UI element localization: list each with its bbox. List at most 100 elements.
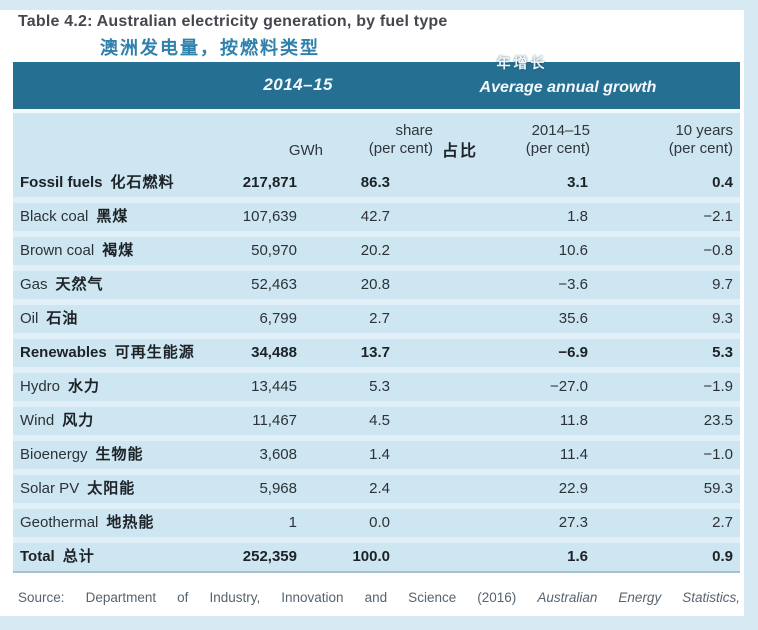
fuel-name-en: Renewables bbox=[20, 344, 107, 361]
column-header-growth-10-years: 10 years (per cent) bbox=[583, 122, 733, 158]
fuel-label: Geothermal 地热能 bbox=[20, 509, 154, 537]
column-header-share-line2: (per cent) bbox=[368, 140, 433, 157]
fuel-name-en: Hydro bbox=[20, 378, 61, 395]
column-header-share-chinese: 占比 bbox=[442, 143, 479, 160]
cell-share: 42.7 bbox=[360, 208, 390, 225]
column-header-share-line1: share bbox=[395, 122, 433, 139]
column-header-growth2-line1: 10 years bbox=[675, 122, 733, 139]
fuel-name-en: Fossil fuels bbox=[20, 174, 103, 191]
header-period-label: 2014–15 bbox=[263, 75, 333, 94]
cell-growth-10y: 0.4 bbox=[712, 174, 733, 191]
column-header-growth1-line2: (per cent) bbox=[525, 140, 590, 157]
fuel-name-zh: 可再生能源 bbox=[114, 344, 195, 361]
header-growth-label-chinese: 年增长 bbox=[496, 55, 548, 71]
fuel-name-en: Brown coal bbox=[20, 242, 95, 259]
fuel-name-zh: 黑煤 bbox=[96, 208, 129, 225]
column-header-row: GWh share (per cent) 占比 2014–15 (per cen… bbox=[13, 113, 740, 169]
cell-growth-10y: 0.9 bbox=[712, 548, 733, 565]
cell-share: 20.8 bbox=[360, 276, 390, 293]
cell-share: 20.2 bbox=[360, 242, 390, 259]
cell-growth-1y: 3.1 bbox=[567, 174, 588, 191]
table-row: Renewables 可再生能源 34,488 13.7 −6.9 5.3 bbox=[13, 339, 740, 367]
fuel-name-zh: 褐煤 bbox=[102, 242, 135, 259]
cell-growth-10y: 2.7 bbox=[712, 514, 733, 531]
fuel-label: Black coal 黑煤 bbox=[20, 203, 128, 231]
column-header-gwh: GWh bbox=[288, 142, 323, 159]
cell-growth-10y: −1.0 bbox=[703, 446, 733, 463]
fuel-name-zh: 天然气 bbox=[55, 276, 104, 293]
table-row: Wind 风力 11,467 4.5 11.8 23.5 bbox=[13, 407, 740, 435]
fuel-name-zh: 总计 bbox=[62, 548, 95, 565]
cell-growth-1y: 27.3 bbox=[558, 514, 588, 531]
cell-gwh: 6,799 bbox=[259, 310, 297, 327]
table-row: Bioenergy 生物能 3,608 1.4 11.4 −1.0 bbox=[13, 441, 740, 469]
cell-share: 13.7 bbox=[360, 344, 390, 361]
fuel-label: Fossil fuels 化石燃料 bbox=[20, 169, 175, 197]
table-row: Oil 石油 6,799 2.7 35.6 9.3 bbox=[13, 305, 740, 333]
cell-gwh: 3,608 bbox=[259, 446, 297, 463]
fuel-name-zh: 地热能 bbox=[106, 514, 155, 531]
cell-growth-1y: −27.0 bbox=[550, 378, 588, 395]
cell-growth-1y: 1.8 bbox=[567, 208, 588, 225]
cell-growth-1y: −6.9 bbox=[558, 344, 588, 361]
column-header-growth2-line2: (per cent) bbox=[668, 140, 733, 157]
fuel-label: Gas 天然气 bbox=[20, 271, 104, 299]
fuel-name-en: Gas bbox=[20, 276, 48, 293]
fuel-name-zh: 化石燃料 bbox=[110, 174, 175, 191]
fuel-name-zh: 风力 bbox=[62, 412, 95, 429]
table-row: Gas 天然气 52,463 20.8 −3.6 9.7 bbox=[13, 271, 740, 299]
table-row: Fossil fuels 化石燃料 217,871 86.3 3.1 0.4 bbox=[13, 169, 740, 197]
column-header-growth1-line1: 2014–15 bbox=[531, 122, 590, 139]
table-row: Black coal 黑煤 107,639 42.7 1.8 −2.1 bbox=[13, 203, 740, 231]
source-text: Source: Department of Industry, Innovati… bbox=[18, 590, 538, 605]
table-row: Total 总计 252,359 100.0 1.6 0.9 bbox=[13, 543, 740, 571]
fuel-name-en: Black coal bbox=[20, 208, 89, 225]
fuel-label: Renewables 可再生能源 bbox=[20, 339, 195, 367]
cell-share: 2.7 bbox=[369, 310, 390, 327]
fuel-name-en: Oil bbox=[20, 310, 39, 327]
cell-growth-1y: 1.6 bbox=[567, 548, 588, 565]
cell-growth-1y: 22.9 bbox=[558, 480, 588, 497]
cell-growth-10y: 23.5 bbox=[703, 412, 733, 429]
fuel-name-zh: 水力 bbox=[68, 378, 101, 395]
table-row: Hydro 水力 13,445 5.3 −27.0 −1.9 bbox=[13, 373, 740, 401]
cell-growth-10y: −0.8 bbox=[703, 242, 733, 259]
cell-growth-10y: 5.3 bbox=[712, 344, 733, 361]
fuel-label: Brown coal 褐煤 bbox=[20, 237, 134, 265]
table-row: Geothermal 地热能 1 0.0 27.3 2.7 bbox=[13, 509, 740, 537]
column-header-growth-2014-15: 2014–15 (per cent) bbox=[440, 122, 590, 158]
fuel-name-en: Bioenergy bbox=[20, 446, 88, 463]
fuel-label: Total 总计 bbox=[20, 543, 95, 571]
cell-gwh: 1 bbox=[288, 514, 297, 531]
cell-gwh: 11,467 bbox=[252, 412, 297, 429]
cell-growth-10y: 9.7 bbox=[712, 276, 733, 293]
page-margin-top bbox=[0, 0, 758, 10]
page-margin-bottom bbox=[0, 616, 758, 630]
fuel-name-en: Geothermal bbox=[20, 514, 99, 531]
cell-gwh: 50,970 bbox=[251, 242, 297, 259]
cell-gwh: 252,359 bbox=[242, 548, 297, 565]
cell-gwh: 34,488 bbox=[251, 344, 297, 361]
cell-share: 86.3 bbox=[360, 174, 390, 191]
cell-growth-1y: 11.8 bbox=[559, 412, 588, 429]
fuel-name-zh: 生物能 bbox=[95, 446, 144, 463]
cell-growth-1y: 11.4 bbox=[559, 446, 588, 463]
table-subtitle-chinese: 澳洲发电量，按燃料类型 bbox=[100, 38, 320, 58]
cell-growth-1y: −3.6 bbox=[558, 276, 588, 293]
cell-share: 0.0 bbox=[369, 514, 390, 531]
cell-share: 4.5 bbox=[369, 412, 390, 429]
cell-share: 5.3 bbox=[369, 378, 390, 395]
fuel-name-en: Solar PV bbox=[20, 480, 80, 497]
fuel-name-zh: 太阳能 bbox=[87, 480, 136, 497]
page-margin-right bbox=[744, 0, 758, 630]
cell-growth-10y: −2.1 bbox=[703, 208, 733, 225]
source-publication-title: Australian Energy Statistics, bbox=[537, 590, 741, 605]
cell-gwh: 13,445 bbox=[251, 378, 297, 395]
cell-gwh: 52,463 bbox=[251, 276, 297, 293]
cell-growth-10y: 9.3 bbox=[712, 310, 733, 327]
fuel-name-zh: 石油 bbox=[46, 310, 79, 327]
fuel-label: Bioenergy 生物能 bbox=[20, 441, 144, 469]
cell-gwh: 107,639 bbox=[242, 208, 297, 225]
cell-gwh: 217,871 bbox=[242, 174, 297, 191]
table-row: Brown coal 褐煤 50,970 20.2 10.6 −0.8 bbox=[13, 237, 740, 265]
